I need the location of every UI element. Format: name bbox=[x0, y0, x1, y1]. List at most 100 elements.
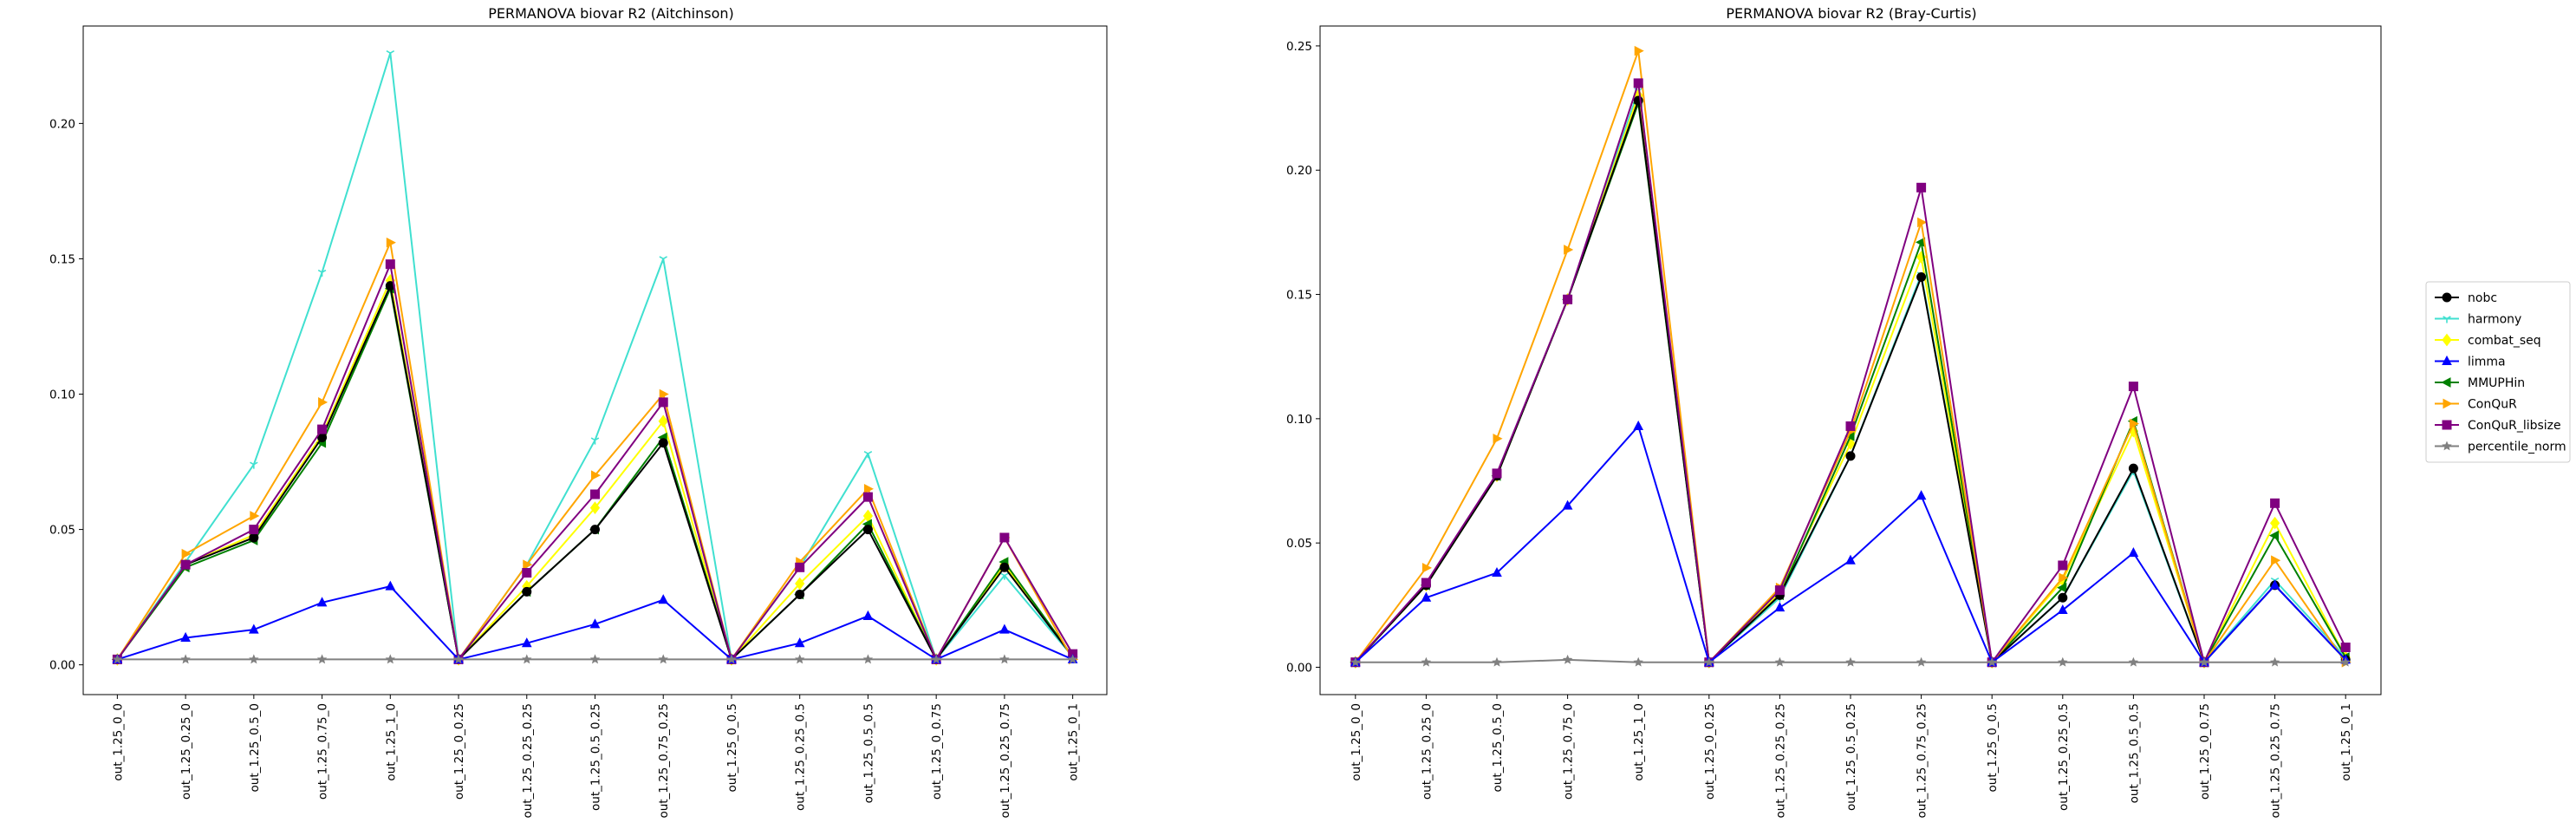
series-percentile-norm bbox=[1350, 654, 2351, 667]
data-point-conqur-libsize bbox=[2340, 643, 2351, 653]
x-tick-label: out_1.25_0.25_0.75 bbox=[2269, 703, 2283, 819]
data-point-percentile-norm bbox=[1845, 656, 1856, 667]
y-tick-label: 0.25 bbox=[1286, 40, 1312, 54]
data-point-conqur bbox=[591, 470, 602, 480]
y-tick-label: 0.15 bbox=[49, 252, 75, 266]
legend-item-harmony: harmony bbox=[2435, 313, 2521, 327]
legend-item-combat-seq: combat_seq bbox=[2435, 333, 2541, 348]
x-tick-label: out_1.25_0_0.25 bbox=[452, 703, 466, 800]
chart-aitchinson: PERMANOVA biovar R2 (Aitchinson) 0.00 0.0… bbox=[49, 5, 1108, 819]
data-point-conqur-libsize bbox=[2128, 382, 2138, 392]
data-point-nobc bbox=[1845, 451, 1856, 461]
legend-label: harmony bbox=[2468, 313, 2521, 327]
x-tick-label: out_1.25_0.25_0.5 bbox=[2057, 703, 2071, 811]
series-percentile-norm bbox=[112, 654, 1078, 664]
data-point-harmony bbox=[250, 461, 258, 469]
x-tick-label: out_1.25_0.25_0.75 bbox=[999, 703, 1012, 819]
legend-label: ConQuR_libsize bbox=[2468, 419, 2561, 433]
data-point-combat-seq bbox=[2269, 516, 2280, 530]
legend-marker bbox=[2442, 420, 2452, 430]
data-point-limma bbox=[862, 610, 874, 620]
data-point-limma bbox=[1492, 566, 1502, 578]
data-point-conqur-libsize bbox=[1492, 468, 1502, 479]
series-line-limma bbox=[1355, 425, 2346, 663]
data-point-percentile-norm bbox=[316, 654, 328, 664]
plot-area-frame bbox=[82, 25, 1108, 695]
x-tick-label: out_1.25_0.25_0.25 bbox=[521, 703, 535, 819]
data-point-limma bbox=[180, 631, 191, 642]
data-point-percentile-norm bbox=[1350, 656, 1361, 667]
data-point-limma bbox=[385, 580, 396, 591]
data-point-nobc bbox=[999, 562, 1010, 572]
data-point-conqur-libsize bbox=[249, 525, 259, 535]
data-point-conqur-libsize bbox=[590, 489, 600, 499]
x-tick-label: out_1.25_0.25_0 bbox=[179, 703, 193, 800]
data-point-conqur bbox=[2271, 555, 2281, 566]
series-line-nobc bbox=[1355, 99, 2346, 663]
data-point-percentile-norm bbox=[2340, 656, 2351, 667]
legend-marker bbox=[2443, 398, 2453, 409]
data-point-percentile-norm bbox=[2128, 656, 2139, 667]
data-point-conqur bbox=[863, 483, 875, 494]
data-point-limma bbox=[1916, 490, 1927, 500]
data-point-conqur-libsize bbox=[180, 559, 191, 570]
data-point-percentile-norm bbox=[1633, 656, 1643, 667]
legend-item-percentile-norm: percentile_norm bbox=[2435, 441, 2566, 454]
data-point-percentile-norm bbox=[180, 654, 191, 664]
data-point-conqur-libsize bbox=[317, 424, 328, 434]
data-point-conqur-libsize bbox=[1774, 585, 1785, 596]
series-line-conqur-libsize bbox=[1355, 82, 2347, 663]
x-tick-label: out_1.25_0_0.5 bbox=[725, 703, 739, 792]
data-point-limma bbox=[658, 594, 669, 604]
data-point-conqur-libsize bbox=[2058, 560, 2068, 571]
data-point-percentile-norm bbox=[1562, 654, 1573, 664]
data-point-percentile-norm bbox=[1067, 654, 1078, 664]
legend-label: combat_seq bbox=[2468, 334, 2541, 348]
data-point-limma bbox=[2128, 547, 2139, 558]
data-point-conqur bbox=[1634, 45, 1644, 56]
data-point-percentile-norm bbox=[522, 654, 532, 664]
series-mmuphin bbox=[1350, 98, 2350, 668]
data-point-percentile-norm bbox=[453, 654, 464, 664]
data-point-nobc bbox=[658, 438, 668, 448]
data-point-percentile-norm bbox=[1916, 656, 1927, 667]
x-tick-label: out_1.25_0_0 bbox=[111, 703, 125, 781]
series-combat-seq bbox=[112, 274, 1078, 666]
series-combat-seq bbox=[1350, 88, 2351, 669]
x-tick-label: out_1.25_0.5_0.5 bbox=[2127, 703, 2141, 803]
data-point-percentile-norm bbox=[1987, 656, 1997, 667]
data-point-conqur bbox=[1421, 562, 1432, 573]
data-point-limma bbox=[794, 637, 805, 648]
y-tick-label: 0.00 bbox=[49, 659, 75, 673]
data-point-limma bbox=[999, 623, 1010, 634]
data-point-conqur-libsize bbox=[862, 492, 873, 502]
data-point-percentile-norm bbox=[249, 654, 259, 664]
x-tick-label: out_1.25_0_1 bbox=[2339, 703, 2353, 781]
series-line-combat-seq bbox=[116, 279, 1074, 661]
legend-item-conqur: ConQuR bbox=[2435, 398, 2517, 412]
data-point-limma bbox=[316, 597, 328, 607]
legend-item-limma: limma bbox=[2435, 356, 2506, 369]
data-point-nobc bbox=[522, 586, 532, 597]
legend-marker bbox=[2442, 333, 2452, 347]
data-point-conqur bbox=[318, 397, 329, 408]
series-line-conqur bbox=[116, 241, 1074, 661]
data-point-nobc bbox=[249, 532, 259, 543]
data-point-percentile-norm bbox=[862, 654, 874, 664]
data-point-conqur bbox=[2059, 572, 2069, 584]
data-point-limma bbox=[1562, 499, 1573, 510]
data-point-limma bbox=[589, 618, 601, 629]
x-tick-label: out_1.25_0.75_0.25 bbox=[1916, 703, 1929, 819]
x-tick-label: out_1.25_0.5_0 bbox=[1491, 703, 1505, 792]
data-point-conqur-libsize bbox=[1563, 294, 1573, 304]
legend-marker bbox=[2443, 316, 2451, 323]
data-point-conqur-libsize bbox=[795, 562, 805, 572]
data-point-limma bbox=[521, 637, 532, 648]
series-conqur-libsize bbox=[1350, 78, 2351, 668]
x-tick-label: out_1.25_0_0 bbox=[1350, 703, 1363, 781]
data-point-nobc bbox=[795, 590, 805, 600]
data-point-percentile-norm bbox=[2269, 656, 2280, 667]
data-point-conqur-libsize bbox=[658, 397, 668, 408]
legend-marker bbox=[2442, 355, 2452, 365]
